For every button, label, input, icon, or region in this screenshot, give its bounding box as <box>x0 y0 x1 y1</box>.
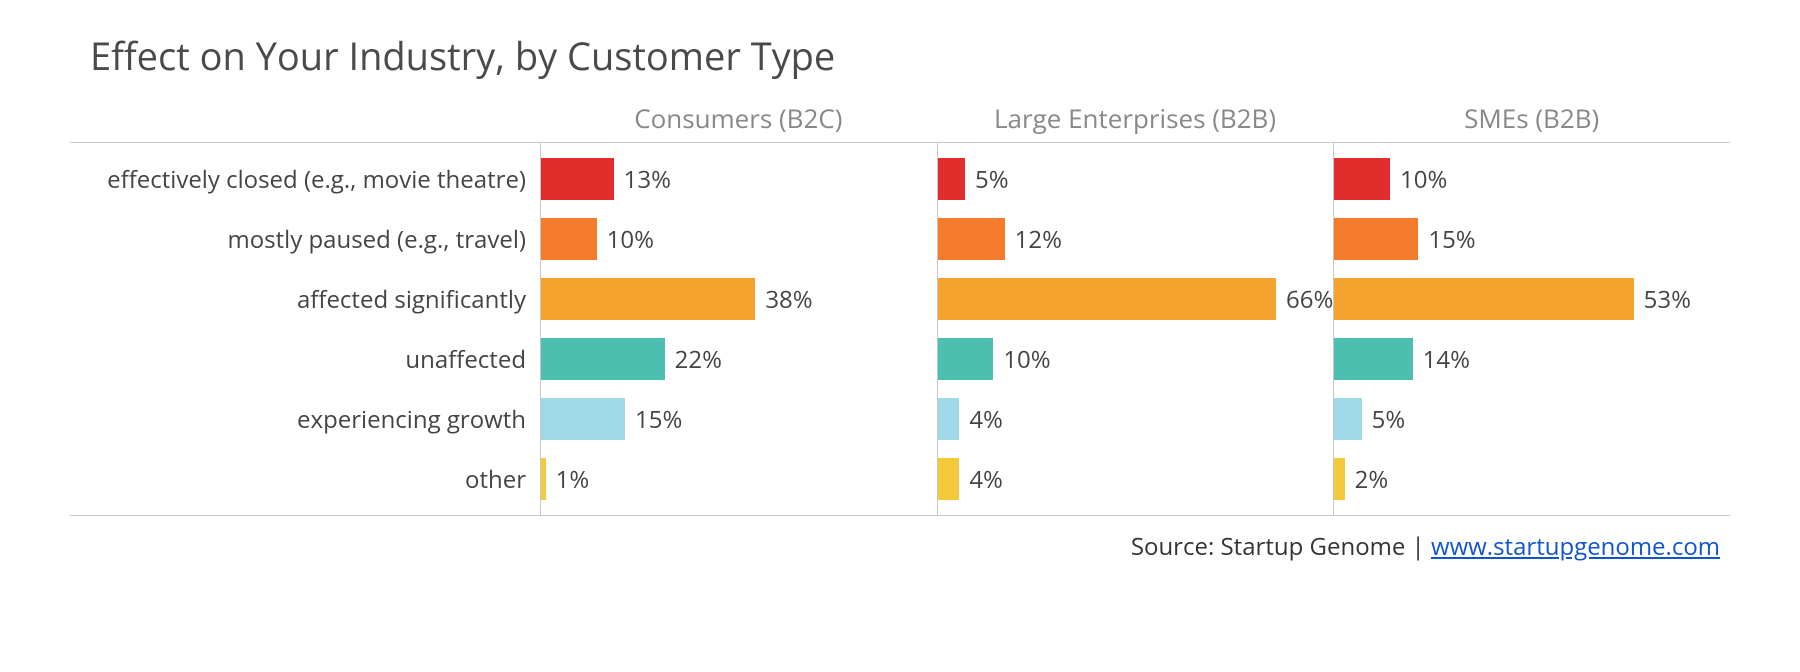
bar-row: 22% <box>540 329 937 389</box>
bar-value-label: 4% <box>969 403 1003 436</box>
bar-value-label: 4% <box>969 463 1003 496</box>
bar-row: 38% <box>540 269 937 329</box>
bar-value-label: 12% <box>1015 223 1062 256</box>
bar-row: 10% <box>937 329 1334 389</box>
row-labels-column: effectively closed (e.g., movie theatre)… <box>70 149 540 509</box>
bar <box>1333 338 1412 380</box>
chart-body: effectively closed (e.g., movie theatre)… <box>70 143 1730 516</box>
bar-row: 15% <box>1333 209 1730 269</box>
bar-value-label: 13% <box>624 163 671 196</box>
chart-title: Effect on Your Industry, by Customer Typ… <box>70 30 1730 82</box>
panel-axis-line <box>1333 143 1334 515</box>
source-line: Source: Startup Genome | www.startupgeno… <box>70 530 1730 563</box>
panel-headers-row: Consumers (B2C)Large Enterprises (B2B)SM… <box>70 100 1730 143</box>
bar-row: 15% <box>540 389 937 449</box>
bar-value-label: 22% <box>675 343 722 376</box>
bar-value-label: 5% <box>975 163 1009 196</box>
bar <box>540 218 597 260</box>
bar-row: 10% <box>540 209 937 269</box>
bar-row: 4% <box>937 389 1334 449</box>
source-prefix: Source: Startup Genome | <box>1131 530 1431 563</box>
bar <box>937 278 1276 320</box>
bar <box>1333 218 1418 260</box>
bar <box>937 458 960 500</box>
bar-row: 2% <box>1333 449 1730 509</box>
chart-panel: 5%12%66%10%4%4% <box>937 149 1334 509</box>
bar-row: 5% <box>937 149 1334 209</box>
bar <box>937 338 994 380</box>
bar <box>540 398 625 440</box>
bar <box>1333 458 1344 500</box>
bar-value-label: 15% <box>1428 223 1475 256</box>
bar-value-label: 66% <box>1286 283 1333 316</box>
bar-value-label: 10% <box>1003 343 1050 376</box>
bar-value-label: 15% <box>635 403 682 436</box>
bar-row: 1% <box>540 449 937 509</box>
bar-value-label: 2% <box>1355 463 1389 496</box>
panel-header: SMEs (B2B) <box>1333 100 1730 136</box>
bar <box>1333 398 1361 440</box>
bar-row: 66% <box>937 269 1334 329</box>
chart-panel: 13% 10% 38% 22% 15% 1% <box>540 149 937 509</box>
bar-row: 13% <box>540 149 937 209</box>
panel-axis-line <box>937 143 938 515</box>
bar <box>937 158 965 200</box>
bar-row: 10% <box>1333 149 1730 209</box>
category-label: other <box>70 449 540 509</box>
bar-value-label: 14% <box>1423 343 1470 376</box>
category-label: affected significantly <box>70 269 540 329</box>
bar-row: 12% <box>937 209 1334 269</box>
panel-axis-line <box>540 143 541 515</box>
bar-value-label: 1% <box>556 463 590 496</box>
bar <box>540 158 614 200</box>
category-label: mostly paused (e.g., travel) <box>70 209 540 269</box>
bar-value-label: 38% <box>765 283 812 316</box>
category-label: effectively closed (e.g., movie theatre) <box>70 149 540 209</box>
bar <box>540 338 665 380</box>
bar <box>540 278 755 320</box>
bar <box>937 218 1005 260</box>
category-label: experiencing growth <box>70 389 540 449</box>
bar-value-label: 10% <box>607 223 654 256</box>
panel-header: Large Enterprises (B2B) <box>937 100 1334 136</box>
panel-header: Consumers (B2C) <box>540 100 937 136</box>
bar-row: 53% <box>1333 269 1730 329</box>
row-label-spacer <box>70 100 540 136</box>
bar-value-label: 53% <box>1644 283 1691 316</box>
bar-row: 4% <box>937 449 1334 509</box>
category-label: unaffected <box>70 329 540 389</box>
bar <box>1333 278 1633 320</box>
bar-row: 5% <box>1333 389 1730 449</box>
bar-value-label: 5% <box>1372 403 1406 436</box>
source-link[interactable]: www.startupgenome.com <box>1431 530 1720 563</box>
bar-value-label: 10% <box>1400 163 1447 196</box>
bar <box>937 398 960 440</box>
bar-row: 14% <box>1333 329 1730 389</box>
chart-panel: 10% 15% 53% 14% 5% 2% <box>1333 149 1730 509</box>
bar <box>1333 158 1390 200</box>
